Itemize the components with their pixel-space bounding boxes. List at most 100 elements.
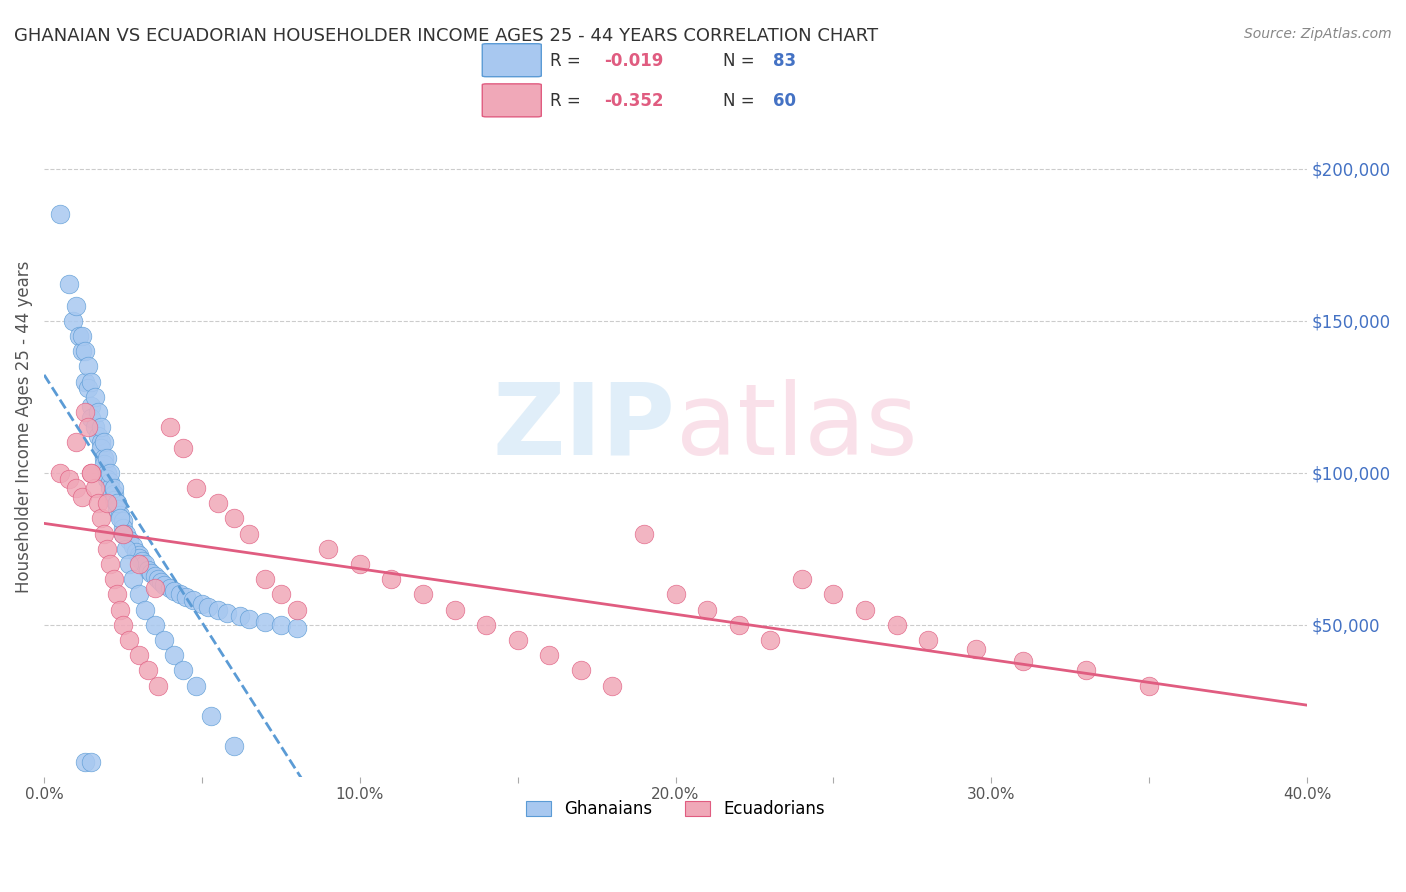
Ecuadorians: [538, 648, 561, 663]
Ecuadorians: [1074, 664, 1097, 678]
Ghanaians: [184, 679, 207, 693]
Ghanaians: [146, 572, 169, 586]
Ecuadorians: [380, 572, 402, 586]
Ghanaians: [191, 597, 214, 611]
Ecuadorians: [65, 481, 87, 495]
Ecuadorians: [1011, 654, 1033, 668]
Ghanaians: [200, 709, 222, 723]
Ghanaians: [172, 664, 194, 678]
Y-axis label: Householder Income Ages 25 - 44 years: Householder Income Ages 25 - 44 years: [15, 261, 32, 593]
Text: N =: N =: [723, 52, 759, 70]
Ghanaians: [62, 314, 84, 328]
Ghanaians: [254, 615, 277, 629]
FancyBboxPatch shape: [482, 44, 541, 77]
Text: -0.352: -0.352: [605, 92, 664, 110]
Ghanaians: [136, 563, 159, 577]
Text: atlas: atlas: [675, 378, 917, 475]
Ecuadorians: [112, 617, 135, 632]
Ecuadorians: [759, 633, 782, 648]
Ghanaians: [162, 584, 184, 599]
Ghanaians: [134, 602, 156, 616]
Ghanaians: [121, 539, 143, 553]
Ghanaians: [207, 602, 229, 616]
Ghanaians: [80, 375, 103, 389]
Ecuadorians: [238, 526, 260, 541]
Ghanaians: [115, 526, 138, 541]
Ecuadorians: [506, 633, 529, 648]
Text: 60: 60: [773, 92, 796, 110]
Ghanaians: [128, 548, 150, 562]
Legend: Ghanaians, Ecuadorians: Ghanaians, Ecuadorians: [519, 793, 832, 824]
Ghanaians: [112, 520, 135, 534]
Ghanaians: [285, 621, 308, 635]
Ghanaians: [112, 526, 135, 541]
Ecuadorians: [49, 466, 72, 480]
Ghanaians: [229, 608, 252, 623]
Text: GHANAIAN VS ECUADORIAN HOUSEHOLDER INCOME AGES 25 - 44 YEARS CORRELATION CHART: GHANAIAN VS ECUADORIAN HOUSEHOLDER INCOM…: [14, 27, 879, 45]
Ecuadorians: [349, 557, 371, 571]
Ecuadorians: [917, 633, 939, 648]
Ghanaians: [90, 420, 112, 434]
Text: -0.019: -0.019: [605, 52, 664, 70]
Ecuadorians: [633, 526, 655, 541]
Ghanaians: [174, 591, 197, 605]
Ecuadorians: [285, 602, 308, 616]
Text: R =: R =: [550, 52, 586, 70]
Text: R =: R =: [550, 92, 586, 110]
Ecuadorians: [602, 679, 624, 693]
Ghanaians: [149, 575, 172, 590]
Ghanaians: [90, 442, 112, 456]
Ecuadorians: [159, 420, 181, 434]
Ghanaians: [181, 593, 204, 607]
Ghanaians: [143, 569, 166, 583]
Ecuadorians: [128, 557, 150, 571]
Ghanaians: [105, 496, 128, 510]
Ghanaians: [118, 557, 141, 571]
Ghanaians: [124, 545, 146, 559]
Ghanaians: [162, 648, 184, 663]
Ecuadorians: [965, 642, 987, 657]
Ghanaians: [153, 578, 176, 592]
Ghanaians: [75, 755, 97, 769]
Ghanaians: [108, 508, 131, 523]
Ghanaians: [141, 566, 163, 581]
Text: 83: 83: [773, 52, 796, 70]
Ghanaians: [87, 429, 110, 443]
Ghanaians: [100, 466, 122, 480]
Ghanaians: [169, 587, 191, 601]
Ghanaians: [270, 617, 292, 632]
Ghanaians: [105, 496, 128, 510]
Ghanaians: [128, 587, 150, 601]
Ecuadorians: [118, 633, 141, 648]
Text: N =: N =: [723, 92, 759, 110]
Ghanaians: [70, 329, 93, 343]
Ecuadorians: [75, 405, 97, 419]
Ecuadorians: [316, 541, 339, 556]
Ecuadorians: [58, 472, 80, 486]
Ecuadorians: [105, 587, 128, 601]
Text: ZIP: ZIP: [492, 378, 675, 475]
Ghanaians: [87, 405, 110, 419]
Ghanaians: [108, 511, 131, 525]
Ecuadorians: [569, 664, 592, 678]
Ghanaians: [96, 450, 118, 465]
Ghanaians: [67, 329, 90, 343]
Ecuadorians: [172, 442, 194, 456]
Text: Source: ZipAtlas.com: Source: ZipAtlas.com: [1244, 27, 1392, 41]
Ecuadorians: [90, 511, 112, 525]
Ecuadorians: [112, 526, 135, 541]
Ghanaians: [153, 633, 176, 648]
Ghanaians: [93, 450, 115, 465]
Ghanaians: [58, 277, 80, 292]
FancyBboxPatch shape: [482, 84, 541, 117]
Ecuadorians: [254, 572, 277, 586]
Ecuadorians: [412, 587, 434, 601]
Ecuadorians: [96, 541, 118, 556]
Ecuadorians: [790, 572, 813, 586]
Ecuadorians: [727, 617, 749, 632]
Ghanaians: [134, 557, 156, 571]
Ecuadorians: [108, 602, 131, 616]
Ecuadorians: [886, 617, 908, 632]
Ecuadorians: [70, 490, 93, 504]
Ecuadorians: [143, 582, 166, 596]
